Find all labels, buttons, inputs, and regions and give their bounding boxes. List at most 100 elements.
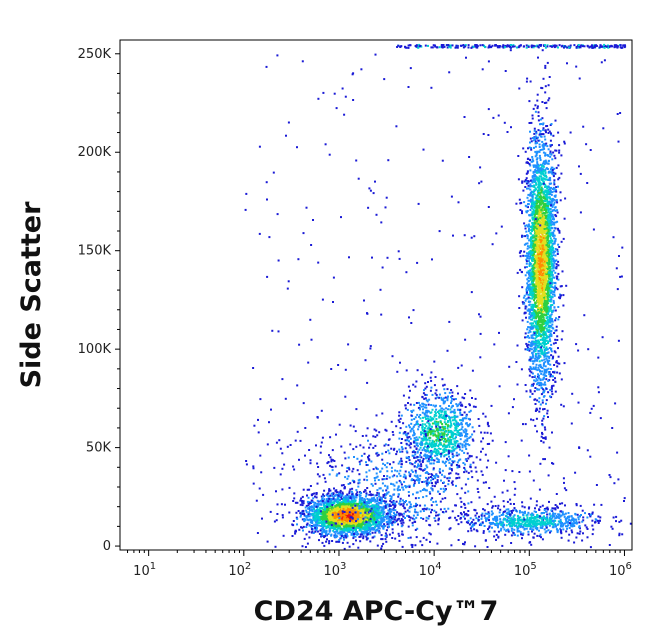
event-dot (553, 201, 556, 204)
event-dot (377, 504, 380, 507)
event-dot (480, 431, 483, 434)
event-dot (370, 511, 373, 514)
event-dot (528, 271, 531, 274)
event-dot (354, 518, 357, 521)
event-dot (308, 536, 311, 539)
event-dot (305, 526, 308, 528)
event-dot (556, 371, 559, 374)
event-dot (465, 459, 468, 462)
event-dot (315, 511, 318, 514)
event-dot (547, 311, 550, 314)
event-dot (435, 444, 438, 447)
event-dot (438, 453, 441, 456)
event-dot (433, 384, 436, 387)
event-dot (551, 293, 554, 296)
event-dot (548, 355, 551, 358)
event-dot (357, 527, 360, 529)
event-dot (343, 500, 346, 503)
event-dot (353, 499, 356, 502)
event-dot (391, 431, 394, 433)
event-dot (407, 385, 410, 388)
event-dot (459, 413, 462, 416)
event-dot (329, 489, 332, 492)
event-dot (438, 470, 441, 473)
event-dot (376, 500, 379, 502)
event-dot (436, 481, 439, 484)
event-dot (439, 436, 442, 438)
event-dot (438, 468, 441, 471)
event-dot (528, 273, 530, 276)
event-dot (548, 202, 551, 205)
event-dot (324, 506, 327, 509)
event-dot (304, 515, 307, 518)
event-dot (325, 540, 328, 543)
event-dot (382, 516, 385, 519)
event-dot (321, 522, 324, 525)
event-dot (344, 534, 347, 537)
event-dot (346, 519, 349, 522)
event-dot (556, 253, 559, 255)
event-dot (553, 276, 556, 279)
event-dot (459, 419, 462, 422)
event-dot (545, 339, 548, 342)
event-dot (391, 524, 394, 527)
event-dot (467, 457, 470, 460)
event-dot (464, 443, 467, 446)
event-dot (466, 452, 469, 455)
event-dot (425, 464, 428, 467)
event-dot (427, 455, 430, 457)
event-dot (413, 424, 416, 427)
event-dot (368, 516, 371, 519)
event-dot (421, 420, 424, 423)
event-dot (331, 521, 334, 524)
event-dot (311, 512, 314, 515)
event-dot (341, 494, 344, 497)
event-dot (545, 324, 548, 327)
event-dot (348, 505, 351, 508)
event-dot (454, 424, 456, 427)
event-dot (536, 369, 539, 372)
event-dot (554, 227, 557, 230)
event-dot (319, 506, 322, 509)
event-dot (306, 522, 309, 525)
event-dot (338, 506, 341, 508)
event-dot (535, 130, 538, 133)
event-dot (416, 413, 419, 416)
event-dot (542, 310, 545, 313)
event-dot (420, 443, 423, 446)
event-dot (541, 117, 544, 120)
event-dot (552, 250, 555, 253)
event-dot (524, 227, 527, 230)
event-dot (348, 490, 351, 493)
event-dot (365, 509, 368, 512)
event-dot (326, 538, 328, 541)
event-dot (360, 502, 363, 505)
event-dot (429, 433, 432, 436)
event-dot (369, 532, 371, 535)
event-dot (390, 518, 393, 521)
event-dot (338, 508, 340, 511)
event-dot (428, 418, 431, 421)
event-dot (433, 360, 436, 363)
event-dot (448, 391, 451, 394)
event-dot (455, 415, 458, 418)
event-dot (518, 295, 521, 298)
event-dot (405, 369, 408, 372)
event-dot (518, 251, 521, 254)
event-dot (464, 406, 467, 408)
event-dot (444, 444, 446, 447)
event-dot (530, 246, 533, 249)
event-dot (344, 509, 347, 512)
event-dot (308, 515, 311, 518)
event-dot (352, 530, 354, 533)
event-dot (446, 399, 449, 402)
event-dot (301, 504, 304, 507)
event-dot (474, 466, 477, 469)
event-dot (550, 285, 553, 288)
event-dot (438, 441, 441, 444)
event-dot (359, 535, 362, 538)
event-dot (381, 412, 384, 415)
event-dot (545, 305, 548, 307)
event-dot (339, 493, 342, 495)
event-dot (461, 443, 464, 446)
